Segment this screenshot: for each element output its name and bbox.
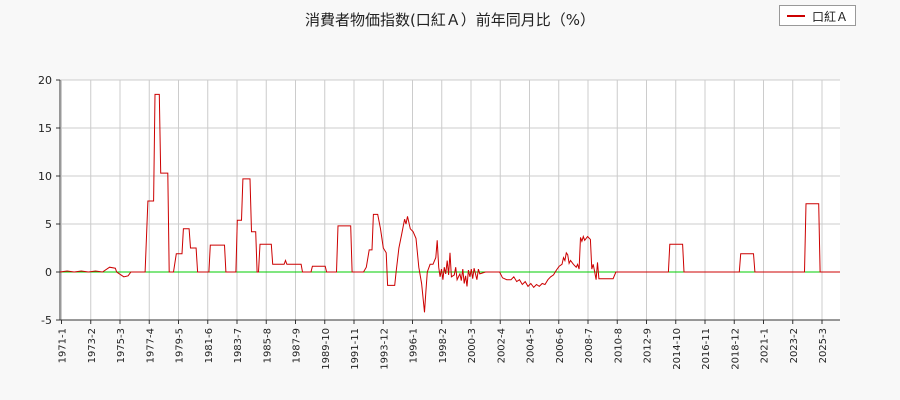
x-tick-label: 1979-5 [175,328,186,363]
x-tick-label: 1985-8 [262,328,273,363]
y-tick-label: -5 [41,314,52,327]
legend-label: 口紅Ａ [812,10,849,24]
legend-swatch [787,15,805,17]
x-tick-label: 1973-2 [87,328,98,363]
x-tick-label: 2016-11 [701,328,712,370]
x-tick-label: 2025-3 [818,328,829,363]
x-tick-label: 1977-4 [145,328,156,363]
y-tick-label: 0 [45,266,52,279]
x-tick-label: 1981-6 [204,328,215,363]
x-tick-label: 1971-1 [58,328,69,363]
x-tick-label: 1993-12 [379,328,390,370]
y-tick-label: 5 [45,218,52,231]
chart-title: 消費者物価指数(口紅Ａ）前年同月比（%） [304,11,596,29]
plot-background [60,80,840,320]
y-tick-label: 15 [38,122,52,135]
x-tick-label: 1983-7 [233,328,244,363]
x-tick-label: 2021-1 [760,328,771,363]
x-tick-label: 1975-3 [116,328,127,363]
x-tick-label: 1989-10 [321,328,332,370]
x-tick-label: 1987-9 [292,328,303,363]
x-tick-label: 2004-5 [526,328,537,363]
y-tick-label: 10 [38,170,52,183]
x-tick-label: 2000-3 [467,328,478,363]
x-tick-label: 1991-11 [350,328,361,370]
x-tick-label: 2008-7 [584,328,595,363]
x-tick-label: 2002-4 [496,328,507,363]
legend: 口紅Ａ [779,5,856,26]
series-line-口紅Ａ [59,93,840,313]
y-tick-label: 20 [38,74,52,87]
x-tick-label: 2012-9 [643,328,654,363]
x-tick-label: 1996-1 [409,328,420,363]
x-tick-label: 1998-2 [438,328,449,363]
x-tick-label: 2018-12 [730,328,741,370]
x-tick-label: 2023-2 [789,328,800,363]
x-tick-label: 2010-8 [613,328,624,363]
x-tick-label: 2014-10 [672,328,683,370]
x-tick-label: 2006-6 [555,328,566,363]
